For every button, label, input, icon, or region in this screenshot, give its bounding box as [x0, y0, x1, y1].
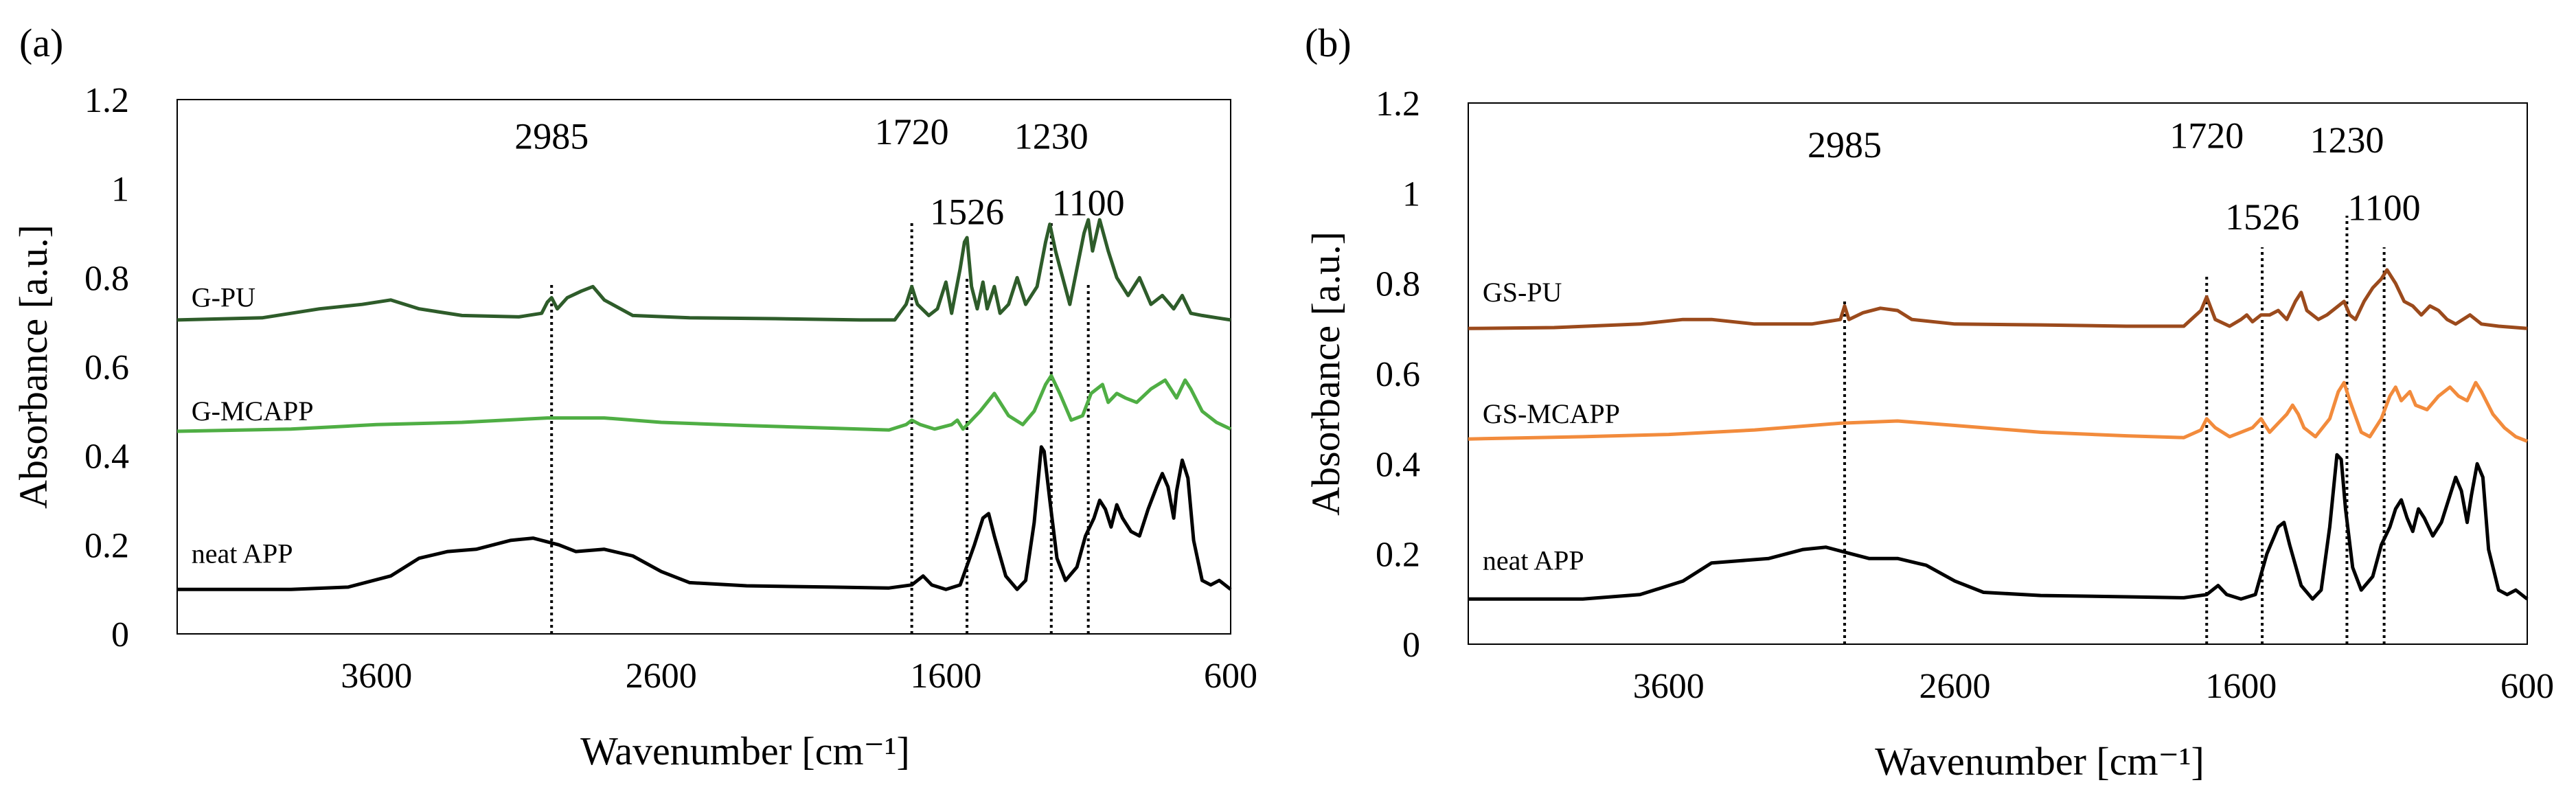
series-label: GS-MCAPP	[1483, 398, 1620, 429]
series-label: G-PU	[192, 282, 255, 312]
y-tick-label: 0.8	[1376, 265, 1420, 304]
panel-label: (b)	[1305, 21, 1352, 65]
y-axis-title: Absorbance [a.u.]	[11, 225, 56, 509]
y-tick-label: 0.2	[1376, 536, 1420, 575]
peak-label: 1720	[2169, 115, 2244, 157]
x-tick-label: 3600	[1633, 667, 1705, 706]
y-tick-label: 1.2	[1376, 84, 1420, 124]
peak-label: 1526	[2225, 196, 2299, 238]
plot-frame	[176, 99, 1231, 635]
y-tick-label: 1.2	[84, 81, 129, 120]
peak-label: 2985	[1808, 124, 1882, 166]
peak-label: 1100	[2348, 187, 2421, 229]
x-tick-label: 1600	[910, 657, 981, 696]
series-line	[176, 218, 1231, 322]
y-tick-label: 1	[1402, 174, 1420, 214]
peak-label: 1526	[930, 192, 1004, 233]
x-tick-label: 2600	[1919, 667, 1990, 706]
series-label: GS-PU	[1483, 277, 1562, 308]
series-line	[176, 374, 1232, 433]
y-tick-label: 1	[111, 170, 129, 209]
series-line	[1468, 268, 2528, 330]
x-axis-title: Wavenumber [cm⁻¹]	[580, 729, 910, 773]
series-label: neat APP	[1483, 545, 1584, 576]
y-tick-label: 0.6	[1376, 355, 1420, 394]
peak-label: 1230	[1014, 115, 1088, 157]
y-tick-label: 0.4	[1376, 445, 1420, 484]
x-tick-label: 1600	[2205, 667, 2277, 706]
x-tick-label: 600	[1204, 657, 1257, 696]
peak-label: 1720	[875, 111, 949, 152]
y-tick-label: 0	[1402, 626, 1420, 665]
y-tick-label: 0.8	[84, 259, 129, 298]
x-tick-label: 2600	[626, 657, 697, 696]
y-axis-title: Absorbance [a.u.]	[1303, 231, 1348, 516]
y-tick-label: 0.4	[84, 437, 129, 477]
x-tick-label: 3600	[341, 657, 412, 696]
series-line	[1468, 380, 2528, 443]
series-line	[1468, 453, 2529, 601]
series-line	[177, 445, 1232, 591]
y-tick-label: 0.2	[84, 526, 129, 565]
peak-label: 1100	[1052, 183, 1125, 224]
peak-label: 2985	[514, 115, 589, 157]
series-label: neat APP	[192, 538, 293, 569]
series-label: G-MCAPP	[192, 396, 314, 426]
x-axis-title: Wavenumber [cm⁻¹]	[1875, 739, 2204, 784]
y-tick-label: 0.6	[84, 348, 129, 387]
peak-label: 1230	[2310, 119, 2384, 161]
plot-frame	[1468, 102, 2528, 645]
x-tick-label: 600	[2500, 667, 2554, 706]
y-tick-label: 0	[111, 615, 129, 654]
panel-label: (a)	[19, 21, 63, 65]
